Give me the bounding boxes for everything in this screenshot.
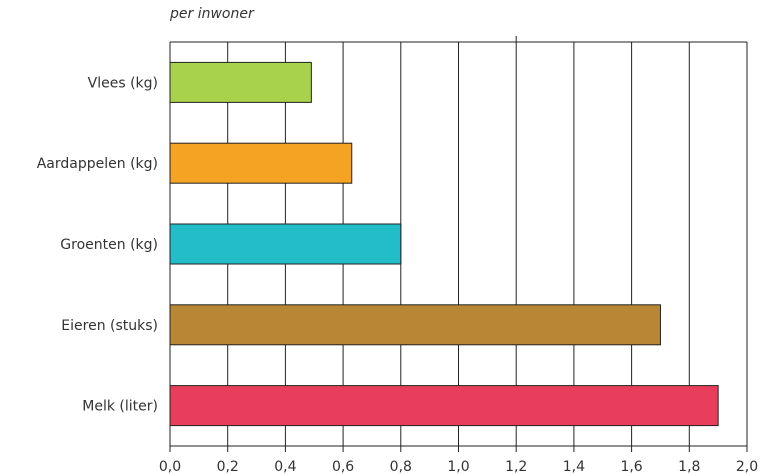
x-tick-label: 1,0 <box>447 459 469 475</box>
x-tick-label: 0,4 <box>274 459 296 475</box>
category-label: Melk (liter) <box>82 399 158 415</box>
chart-subtitle: per inwoner <box>169 6 255 22</box>
bar <box>169 304 661 346</box>
x-tick-label: 1,2 <box>505 459 527 475</box>
category-label: Aardappelen (kg) <box>37 156 158 172</box>
category-label: Vlees (kg) <box>88 75 158 91</box>
x-tick-label: 1,8 <box>678 459 700 475</box>
bar <box>169 223 402 265</box>
x-tick-label: 0,8 <box>390 459 412 475</box>
x-tick-label: 0,0 <box>159 459 181 475</box>
x-tick-label: 1,4 <box>563 459 585 475</box>
bar <box>169 142 353 184</box>
category-label: Groenten (kg) <box>60 237 158 253</box>
x-tick-label: 1,6 <box>620 459 642 475</box>
bar <box>169 385 719 427</box>
x-tick-label: 0,2 <box>217 459 239 475</box>
x-tick-label: 2,0 <box>736 459 758 475</box>
category-label: Eieren (stuks) <box>61 318 158 334</box>
bar <box>169 61 312 103</box>
x-tick-label: 0,6 <box>332 459 354 475</box>
